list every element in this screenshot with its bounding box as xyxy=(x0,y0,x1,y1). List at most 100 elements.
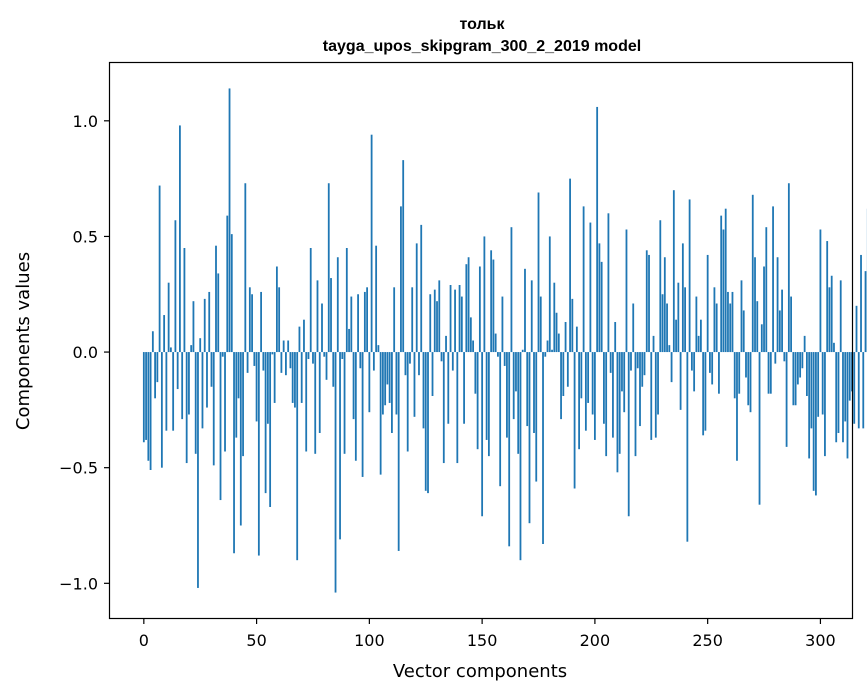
bar-component-267 xyxy=(745,352,747,378)
bar-component-206 xyxy=(607,213,610,353)
bar-component-295 xyxy=(808,352,811,459)
bar-component-50 xyxy=(255,352,258,422)
bar-component-16 xyxy=(179,125,181,353)
bar-component-247 xyxy=(699,319,702,353)
bar-component-166 xyxy=(517,352,520,454)
bar-component-171 xyxy=(528,352,531,524)
bar-component-158 xyxy=(499,352,502,487)
bar-component-236 xyxy=(675,319,677,353)
bar-component-79 xyxy=(321,303,323,353)
bar-component-248 xyxy=(702,352,705,436)
bar-component-57 xyxy=(271,352,274,355)
bar-component-276 xyxy=(765,227,768,353)
bar-component-251 xyxy=(709,352,711,373)
bar-component-249 xyxy=(704,352,707,431)
bar-component-139 xyxy=(456,352,459,464)
bar-component-175 xyxy=(537,192,540,353)
x-axis-ticks: 0 50 100 150 200 250 300 xyxy=(139,618,836,650)
bar-component-170 xyxy=(526,352,529,427)
bar-component-85 xyxy=(334,352,337,593)
bar-component-103 xyxy=(375,245,378,353)
bar-component-210 xyxy=(616,352,619,473)
bar-component-25 xyxy=(199,338,202,353)
bar-component-69 xyxy=(298,326,301,353)
bar-component-282 xyxy=(778,310,781,353)
bar-component-301 xyxy=(821,352,824,415)
bar-component-162 xyxy=(508,352,511,547)
bar-component-4 xyxy=(151,331,154,353)
bar-component-160 xyxy=(503,352,506,366)
bar-component-83 xyxy=(330,278,332,353)
bar-component-156 xyxy=(494,333,497,353)
bar-component-231 xyxy=(663,257,666,353)
bar-component-102 xyxy=(372,352,375,371)
bar-component-271 xyxy=(754,257,756,353)
bar-component-72 xyxy=(305,352,308,452)
bar-component-144 xyxy=(467,257,470,353)
bar-component-31 xyxy=(212,352,215,466)
bar-component-255 xyxy=(718,352,720,394)
bar-component-287 xyxy=(790,296,792,353)
bar-component-268 xyxy=(747,352,750,406)
bar-component-311 xyxy=(844,352,847,422)
bar-component-153 xyxy=(487,352,490,457)
bar-component-228 xyxy=(657,352,659,415)
bar-component-208 xyxy=(612,352,614,438)
bar-component-93 xyxy=(352,352,355,420)
bar-component-94 xyxy=(354,352,357,461)
y-tick-label: 0.0 xyxy=(73,343,98,362)
bar-component-232 xyxy=(666,303,668,353)
chart-title: тольк xyxy=(459,16,505,33)
bar-component-98 xyxy=(363,291,366,353)
x-tick-label: 250 xyxy=(692,631,723,650)
y-tick-label: 0.5 xyxy=(73,227,98,246)
bar-component-225 xyxy=(650,352,653,440)
bar-component-309 xyxy=(839,280,842,353)
bar-component-258 xyxy=(724,208,727,353)
bar-component-307 xyxy=(835,352,838,443)
bar-component-13 xyxy=(172,352,175,431)
bar-component-35 xyxy=(221,352,224,357)
bar-component-46 xyxy=(246,352,249,373)
bar-component-136 xyxy=(449,285,452,353)
bar-component-99 xyxy=(366,287,368,353)
bar-component-81 xyxy=(325,352,328,380)
bar-component-37 xyxy=(226,215,229,353)
bar-component-120 xyxy=(413,352,416,417)
bar-component-281 xyxy=(776,257,779,353)
bar-component-201 xyxy=(596,106,599,353)
bar-component-152 xyxy=(485,352,488,440)
x-tick-label: 150 xyxy=(467,631,498,650)
bar-component-32 xyxy=(215,245,217,353)
bar-component-263 xyxy=(736,352,738,461)
bar-component-115 xyxy=(402,160,405,353)
bar-component-165 xyxy=(515,352,517,392)
bar-component-133 xyxy=(442,352,445,464)
bar-component-300 xyxy=(819,229,822,353)
bar-component-150 xyxy=(481,352,484,517)
bar-component-26 xyxy=(201,352,204,429)
bar-component-63 xyxy=(285,352,287,376)
bar-component-293 xyxy=(803,335,806,353)
bar-component-45 xyxy=(244,183,247,353)
bar-component-145 xyxy=(469,317,472,353)
bar-component-242 xyxy=(688,199,691,353)
bar-component-198 xyxy=(589,222,592,353)
bar-component-245 xyxy=(695,296,698,353)
bar-component-257 xyxy=(722,229,725,353)
bar-component-233 xyxy=(668,345,671,353)
bar-component-272 xyxy=(756,301,759,353)
bar-component-71 xyxy=(303,319,305,353)
bar-component-159 xyxy=(501,296,504,353)
bar-component-313 xyxy=(848,352,851,401)
bar-component-180 xyxy=(548,236,551,353)
bar-component-76 xyxy=(314,352,317,454)
bar-component-114 xyxy=(400,206,402,353)
bar-component-240 xyxy=(684,287,686,353)
x-tick-label: 200 xyxy=(580,631,611,650)
bar-component-215 xyxy=(627,352,630,517)
bar-component-264 xyxy=(738,352,741,394)
bar-component-196 xyxy=(584,352,587,431)
bar-component-97 xyxy=(361,352,364,477)
